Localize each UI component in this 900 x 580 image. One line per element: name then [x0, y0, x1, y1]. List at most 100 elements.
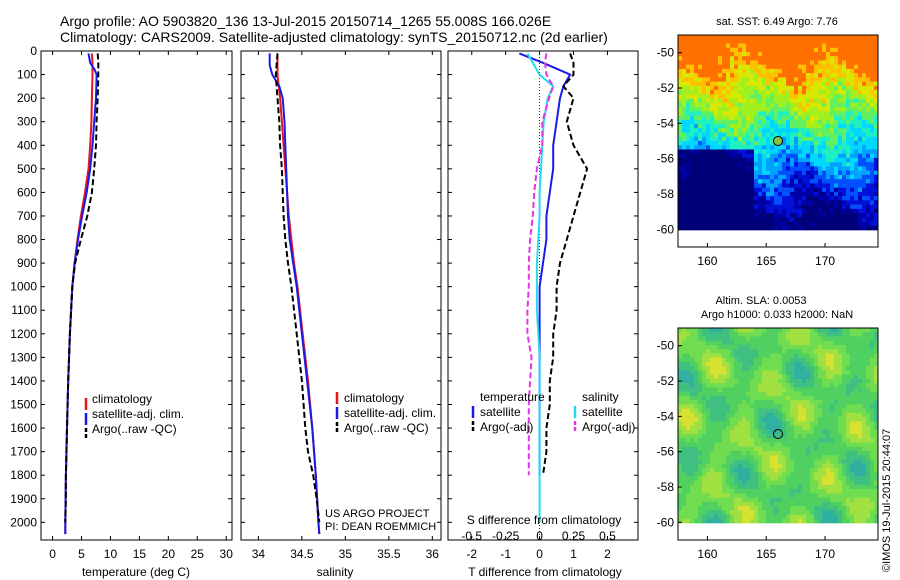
sst-cell [742, 141, 747, 146]
sst-cell [742, 98, 747, 104]
sla-cell [866, 395, 871, 401]
sst-cell [734, 200, 739, 205]
sst-cell [678, 39, 683, 44]
sst-cell [762, 196, 767, 201]
sla-cell [846, 459, 851, 464]
sst-cell [814, 102, 819, 108]
sst-cell [846, 128, 851, 133]
sla-cell [782, 510, 787, 515]
sla-cell [806, 480, 811, 486]
sla-cell [702, 395, 707, 401]
sla-cell [702, 378, 707, 384]
sst-cell [866, 162, 871, 167]
sst-cell [810, 98, 815, 104]
sst-cell [806, 174, 811, 180]
sst-cell [790, 124, 795, 129]
sla-cell [698, 501, 703, 507]
sla-cell [734, 404, 739, 409]
sst-cell [766, 166, 771, 171]
sla-cell [842, 370, 847, 375]
sla-cell [770, 489, 775, 494]
sst-cell [710, 162, 715, 167]
sst-cell [758, 141, 763, 146]
sst-cell [750, 39, 755, 44]
sst-cell [850, 145, 855, 150]
sla-cell [682, 493, 687, 498]
sla-cell [706, 332, 711, 337]
sst-cell [682, 141, 687, 146]
sla-cell [782, 459, 787, 464]
sst-cell [858, 81, 863, 87]
sst-cell [802, 119, 807, 125]
sst-cell [766, 174, 771, 180]
sst-cell [730, 90, 735, 95]
sla-cell [726, 497, 731, 503]
sla-cell [702, 501, 707, 507]
sst-cell [698, 187, 703, 193]
sla-cell [742, 349, 747, 354]
sla-cell [810, 501, 815, 507]
sst-cell [866, 115, 871, 121]
sla-cell [702, 484, 707, 490]
sla-cell [678, 370, 683, 375]
sst-cell [778, 102, 783, 108]
sst-cell [702, 157, 707, 163]
sst-cell [690, 170, 695, 176]
sla-cell [782, 472, 787, 477]
sla-cell [758, 404, 763, 409]
sst-cell [706, 115, 711, 121]
sst-cell [762, 141, 767, 146]
sst-cell [738, 174, 743, 180]
sla-cell [702, 412, 707, 418]
sst-cell [858, 162, 863, 167]
float-position-marker [773, 429, 783, 439]
sst-cell [710, 94, 715, 99]
sla-cell [730, 489, 735, 494]
sla-cell [806, 518, 811, 524]
sla-cell [698, 489, 703, 494]
sla-cell [790, 429, 795, 435]
series-line-argo-raw-qc [64, 53, 100, 523]
sla-cell [750, 332, 755, 337]
sst-cell [738, 213, 743, 218]
sst-cell [818, 170, 823, 176]
sla-cell [706, 467, 711, 473]
sst-cell [738, 39, 743, 44]
sst-cell [690, 217, 695, 222]
sla-cell [730, 332, 735, 337]
sst-cell [802, 35, 807, 40]
sst-cell [830, 149, 835, 155]
sla-cell [874, 497, 879, 503]
sst-cell [702, 217, 707, 222]
sst-cell [790, 47, 795, 53]
sla-cell [766, 400, 771, 405]
sst-cell [866, 179, 871, 184]
sla-cell [678, 476, 683, 481]
sst-cell [870, 200, 875, 205]
sla-cell [858, 493, 863, 498]
sst-cell [862, 162, 867, 167]
y-tick-label: 1500 [10, 397, 37, 411]
sst-cell [810, 68, 815, 74]
sla-cell [698, 378, 703, 384]
sla-cell [694, 412, 699, 418]
sla-cell [682, 446, 687, 452]
sla-cell [874, 353, 879, 358]
sst-cell [678, 187, 683, 193]
sla-cell [794, 366, 799, 371]
sla-cell [802, 518, 807, 524]
sla-cell [818, 404, 823, 409]
sla-cell [774, 353, 779, 358]
sla-cell [866, 480, 871, 486]
sst-cell [802, 221, 807, 227]
sla-cell [766, 340, 771, 346]
sla-cell [678, 455, 683, 460]
sla-cell [818, 455, 823, 460]
sla-cell [798, 332, 803, 337]
sst-cell [786, 217, 791, 222]
sla-cell [782, 387, 787, 392]
sst-cell [774, 204, 779, 210]
sst-cell [690, 107, 695, 112]
sst-cell [698, 204, 703, 210]
